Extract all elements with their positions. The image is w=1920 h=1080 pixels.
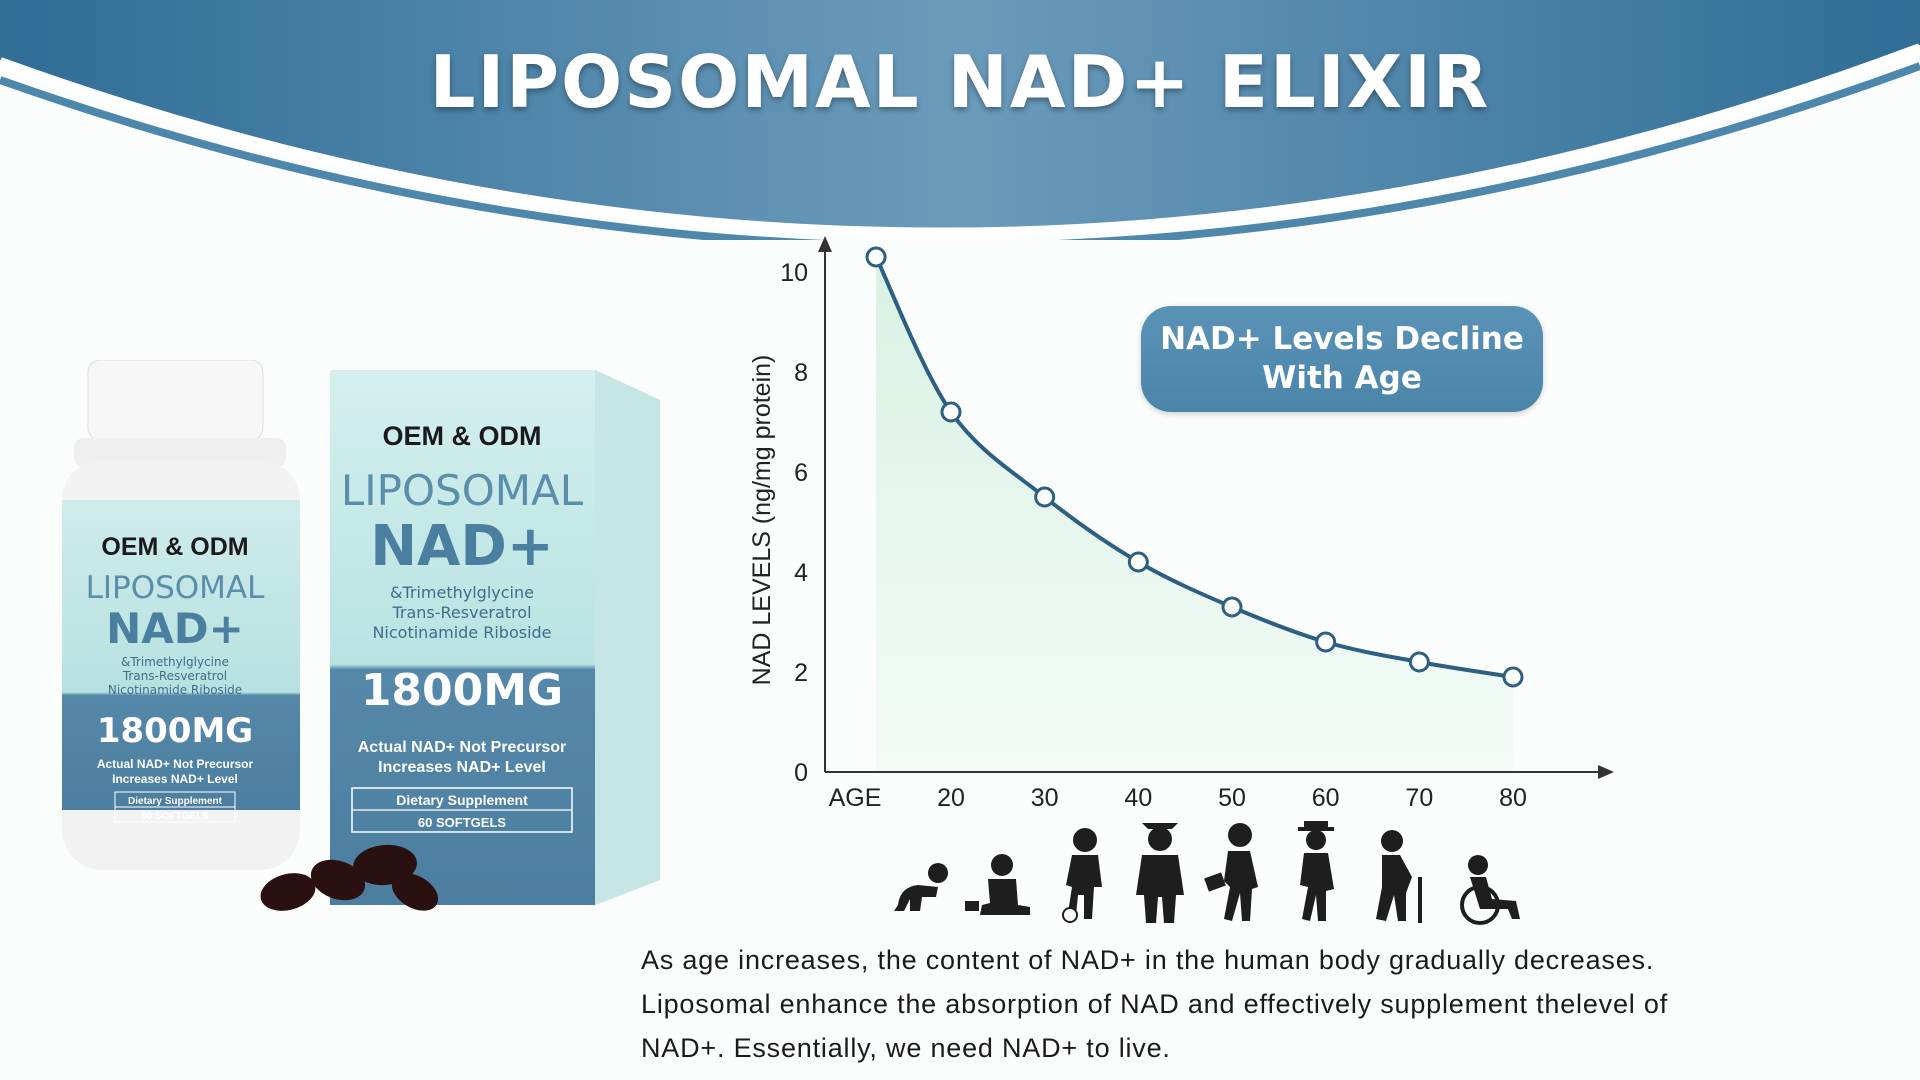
data-point [1408,651,1430,673]
y-tick-label: 6 [794,459,808,487]
box-ingredient-2: Trans-Resveratrol [391,603,531,622]
graduate-icon [1136,823,1184,923]
bottle-line1: LIPOSOMAL [86,570,266,606]
area-fill [876,257,1513,772]
wheelchair-icon [1460,855,1520,925]
box-line1: LIPOSOMAL [341,466,584,515]
bottle-count: 60 SOFTGELS [141,811,209,822]
crawling-baby-icon [894,863,948,911]
data-point [1315,631,1337,653]
x-tick-label: 50 [1218,784,1246,812]
bottle-claim-2: Increases NAD+ Level [112,772,238,786]
bottle-dose: 1800MG [97,711,253,751]
box-badge: Dietary Supplement [396,792,528,808]
y-tick-label: 0 [794,759,808,787]
product-illustration: OEM & ODM LIPOSOMAL NAD+ &Trimethylglyci… [62,360,660,911]
y-tick-label: 2 [794,659,808,687]
bottle-claim-1: Actual NAD+ Not Precursor [97,757,254,771]
data-point [1034,486,1056,508]
y-axis-arrow [818,236,832,252]
product-bottle: OEM & ODM LIPOSOMAL NAD+ &Trimethylglyci… [62,360,300,870]
box-oem-text: OEM & ODM [383,421,542,451]
box-count: 60 SOFTGELS [418,815,506,830]
header-banner [0,0,1920,240]
x-tick-label: 70 [1405,784,1433,812]
description-line-1: As age increases, the content of NAD+ in… [641,945,1655,975]
x-tick-label: 40 [1124,784,1152,812]
x-tick-label: 30 [1031,784,1059,812]
box-claim-1: Actual NAD+ Not Precursor [358,739,567,756]
x-axis-arrow [1598,765,1614,779]
data-point [1221,596,1243,618]
bottle-line2: NAD+ [106,604,244,653]
description: As age increases, the content of NAD+ in… [641,938,1901,1070]
box-claim-2: Increases NAD+ Level [378,759,546,776]
age-figures [894,821,1520,925]
bottle-ingredient-3: Nicotinamide Riboside [108,683,242,697]
box-ingredient-3: Nicotinamide Riboside [372,623,551,642]
x-axis-label: AGE [829,784,882,812]
x-tick-label: 60 [1312,784,1340,812]
nad-decline-chart: 0 2 4 6 8 10 20 30 40 50 60 70 80 AGE NAD LEVELS (n… [748,236,1614,812]
businessman-icon [1204,823,1258,921]
box-dose: 1800MG [361,665,563,716]
y-axis-label: NAD LEVELS (ng/mg protein) [748,355,776,686]
x-tick-label: 20 [937,784,965,812]
soccer-kid-icon [1062,828,1102,923]
description-line-2: Liposomal enhance the absorption of NAD … [641,989,1669,1019]
data-point [1502,666,1524,688]
box-line2: NAD+ [370,514,554,579]
box-ingredient-1: &Trimethylglycine [390,583,534,602]
page-title: LIPOSOMAL NAD+ ELIXIR [429,40,1491,124]
bottle-ingredient-1: &Trimethylglycine [121,655,229,669]
bottle-oem-text: OEM & ODM [101,533,248,561]
data-point [1127,551,1149,573]
callout-line-2: With Age [1262,360,1422,396]
data-point [865,246,887,268]
callout-box: NAD+ Levels Decline With Age [1141,306,1543,412]
data-point [940,401,962,423]
y-tick-label: 4 [794,559,808,587]
bottle-ingredient-2: Trans-Resveratrol [122,669,227,683]
callout-line-1: NAD+ Levels Decline [1160,321,1524,357]
old-man-hat-icon [1298,821,1334,921]
bottle-badge: Dietary Supplement [128,796,223,807]
sitting-child-icon [965,854,1030,915]
elderly-cane-icon [1376,830,1422,923]
x-tick-label: 80 [1499,784,1527,812]
description-line-3: NAD+. Essentially, we need NAD+ to live. [641,1033,1171,1063]
product-box: OEM & ODM LIPOSOMAL NAD+ &Trimethylglyci… [330,370,660,905]
y-tick-label: 8 [794,359,808,387]
y-tick-label: 10 [780,259,808,287]
softgel-capsules [260,844,439,911]
